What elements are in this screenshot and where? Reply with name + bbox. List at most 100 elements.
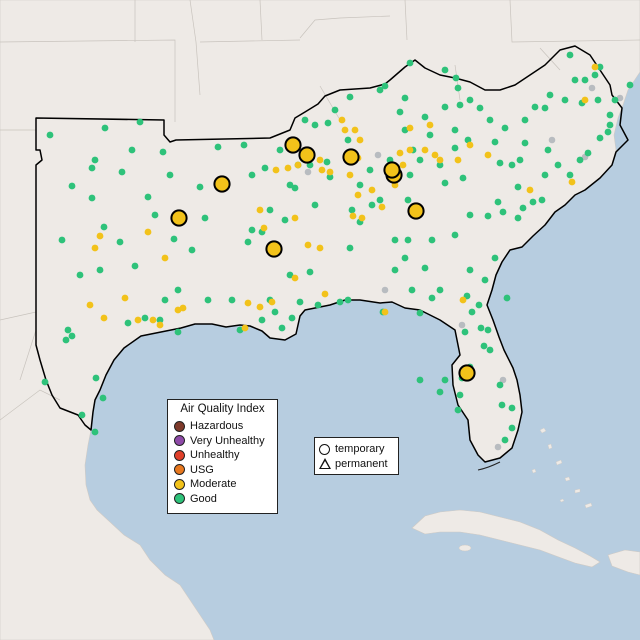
good-monitor-marker [311, 201, 319, 209]
good-monitor-marker [276, 146, 284, 154]
moderate-monitor-marker [326, 168, 334, 176]
hispaniola-land [607, 549, 640, 576]
good-monitor-marker [499, 208, 507, 216]
good-monitor-marker [428, 236, 436, 244]
good-monitor-marker [416, 309, 424, 317]
good-monitor-marker [214, 143, 222, 151]
good-monitor-marker [494, 198, 502, 206]
good-swatch-icon [174, 493, 185, 505]
good-monitor-marker [519, 204, 527, 212]
temporary-moderate-marker [298, 146, 316, 164]
good-monitor-marker [546, 91, 554, 99]
shape-legend: temporary permanent [314, 437, 399, 475]
good-monitor-marker [248, 171, 256, 179]
good-monitor-marker [401, 254, 409, 262]
good-monitor-marker [421, 264, 429, 272]
good-monitor-marker [404, 196, 412, 204]
good-monitor-marker [258, 316, 266, 324]
good-monitor-marker [196, 183, 204, 191]
good-monitor-marker [271, 308, 279, 316]
good-monitor-marker [286, 271, 294, 279]
temporary-moderate-marker [407, 202, 425, 220]
good-monitor-marker [538, 196, 546, 204]
good-monitor-marker [476, 104, 484, 112]
moderate-monitor-marker [436, 156, 444, 164]
moderate-monitor-marker [91, 244, 99, 252]
good-monitor-marker [156, 316, 164, 324]
moderate-monitor-marker [526, 186, 534, 194]
triangle-icon [319, 458, 331, 470]
moderate-monitor-marker [454, 156, 462, 164]
good-monitor-marker [92, 374, 100, 382]
good-monitor-marker [541, 104, 549, 112]
no-data-monitor-marker [494, 443, 502, 451]
moderate-monitor-marker [179, 304, 187, 312]
moderate-monitor-marker [256, 303, 264, 311]
good-monitor-marker [408, 286, 416, 294]
good-monitor-marker [451, 231, 459, 239]
moderate-monitor-marker [581, 96, 589, 104]
very-unhealthy-swatch-icon [174, 435, 185, 447]
good-monitor-marker [99, 394, 107, 402]
region-boundary [35, 45, 629, 463]
moderate-monitor-marker [396, 149, 404, 157]
good-monitor-marker [591, 71, 599, 79]
legend-item-temporary: temporary [319, 442, 394, 457]
good-monitor-marker [116, 238, 124, 246]
legend-label: Unhealthy [190, 449, 240, 462]
temporary-moderate-marker [383, 161, 401, 179]
good-monitor-marker [141, 314, 149, 322]
good-monitor-marker [301, 116, 309, 124]
good-monitor-marker [281, 216, 289, 224]
good-monitor-marker [204, 296, 212, 304]
good-monitor-marker [406, 59, 414, 67]
good-monitor-marker [288, 314, 296, 322]
good-monitor-marker [336, 298, 344, 306]
circle-icon [319, 443, 330, 455]
moderate-monitor-marker [466, 141, 474, 149]
good-monitor-marker [456, 391, 464, 399]
good-monitor-marker [606, 121, 614, 129]
no-data-monitor-marker [588, 84, 596, 92]
no-data-monitor-marker [548, 136, 556, 144]
good-monitor-marker [466, 266, 474, 274]
good-monitor-marker [491, 254, 499, 262]
legend-label: Very Unhealthy [190, 434, 265, 447]
good-monitor-marker [468, 308, 476, 316]
good-monitor-marker [529, 198, 537, 206]
hazardous-swatch-icon [174, 420, 185, 432]
moderate-monitor-marker [368, 186, 376, 194]
moderate-monitor-marker [484, 151, 492, 159]
good-monitor-marker [344, 296, 352, 304]
good-monitor-marker [248, 226, 256, 234]
good-monitor-marker [521, 139, 529, 147]
moderate-monitor-marker [346, 171, 354, 179]
no-data-monitor-marker [374, 151, 382, 159]
good-monitor-marker [521, 116, 529, 124]
good-monitor-marker [368, 201, 376, 209]
moderate-monitor-marker [149, 316, 157, 324]
good-monitor-marker [306, 268, 314, 276]
good-monitor-marker [466, 211, 474, 219]
good-monitor-marker [531, 103, 539, 111]
legend-item-good: Good [174, 492, 271, 507]
good-monitor-marker [508, 161, 516, 169]
good-monitor-marker [486, 346, 494, 354]
good-monitor-marker [261, 164, 269, 172]
moderate-monitor-marker [96, 232, 104, 240]
good-monitor-marker [596, 134, 604, 142]
moderate-monitor-marker [341, 126, 349, 134]
good-monitor-marker [480, 342, 488, 350]
good-monitor-marker [151, 211, 159, 219]
good-monitor-marker [278, 324, 286, 332]
good-monitor-marker [161, 296, 169, 304]
good-monitor-marker [477, 324, 485, 332]
good-monitor-marker [501, 436, 509, 444]
good-monitor-marker [331, 106, 339, 114]
good-monitor-marker [78, 411, 86, 419]
moderate-monitor-marker [421, 146, 429, 154]
good-monitor-marker [416, 376, 424, 384]
good-monitor-marker [381, 82, 389, 90]
